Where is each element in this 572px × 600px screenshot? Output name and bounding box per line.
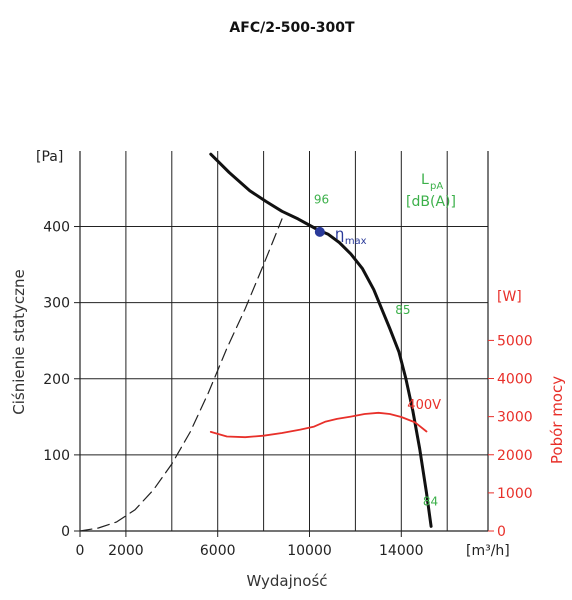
y2-tick-label: 5000 [497,333,533,349]
eta-max-marker [314,226,325,237]
lpa-header-subscript: pA [430,181,443,192]
y-tick-label: 100 [43,448,70,464]
axes [79,151,489,532]
power-curve [209,411,428,439]
y-tick-label: 300 [43,296,70,312]
x-tick-label: 2000 [108,543,144,559]
annotations: 400V η max L pA [dB(A)] 96 85 84 [314,172,456,509]
x-axis-label: Wydajność [246,572,327,590]
y2-axis-label: Pobór mocy [548,376,566,464]
y2-tick-label: 2000 [497,448,533,464]
y2-tick-label: 0 [497,524,506,540]
eta-max-label: η [335,225,345,243]
x-unit-label: [m³/h] [466,543,510,559]
lpa-label: 96 [314,192,329,206]
y2-unit-label: [W] [497,289,522,305]
curves [79,152,433,532]
lpa-header: L [421,172,429,188]
y-axis-label: Ciśnienie statyczne [10,269,28,415]
y2-tick-label: 1000 [497,486,533,502]
y2-tick-label: 3000 [497,410,533,426]
lpa-label: 85 [395,303,410,317]
x-tick-label: 6000 [200,543,236,559]
eta-max-subscript: max [345,236,367,247]
y2-tick-label: 4000 [497,372,533,388]
x-tick-label: 10000 [287,543,332,559]
y-tick-label: 0 [61,524,70,540]
y-tick-label: 400 [43,220,70,236]
pressure-curve [209,152,433,528]
x-tick-label: 0 [76,543,85,559]
y-unit-label: [Pa] [36,149,63,165]
power-series-label: 400V [407,398,441,413]
system-curve [79,218,283,532]
lpa-unit: [dB(A)] [406,194,456,210]
chart-title: AFC/2-500-300T [229,20,355,36]
y-tick-label: 200 [43,372,70,388]
x-tick-label: 14000 [379,543,424,559]
lpa-label: 84 [423,495,438,509]
grid [80,151,488,531]
